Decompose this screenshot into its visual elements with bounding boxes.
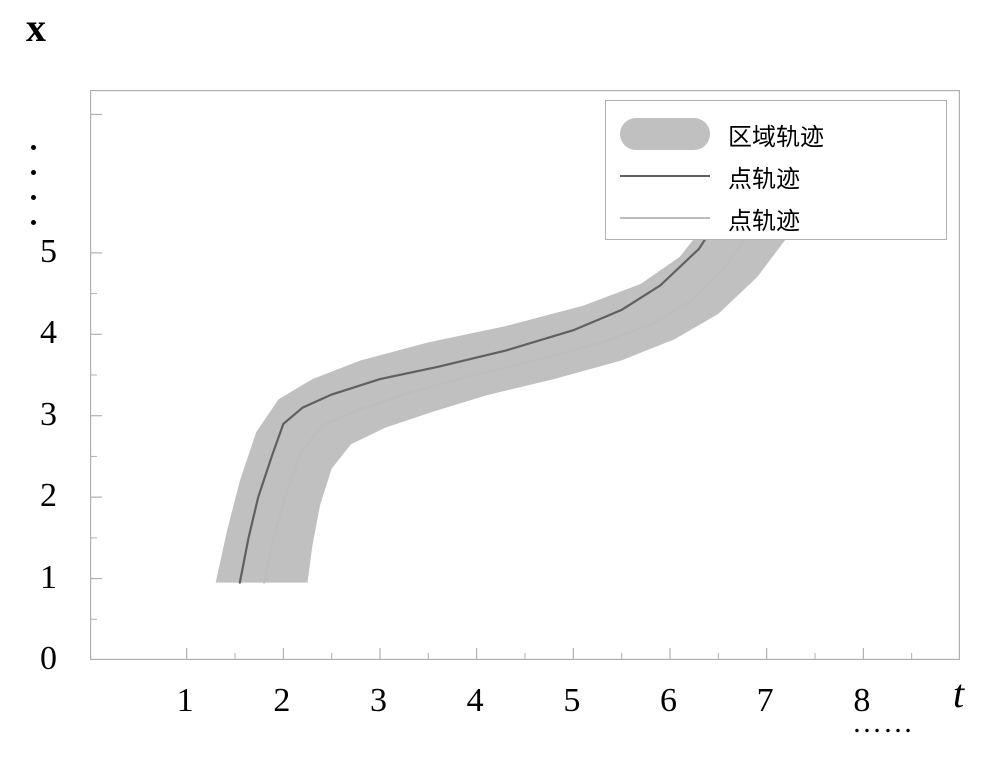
y-tick-label: 4	[40, 314, 57, 352]
legend-row: 点轨迹	[620, 197, 928, 239]
y-tick-label: 1	[40, 559, 57, 597]
legend-label: 点轨迹	[728, 159, 800, 194]
x-tick-label: 7	[757, 682, 774, 720]
y-tick-label: 3	[40, 396, 57, 434]
x-tick-label: 1	[177, 682, 194, 720]
y-tick-label: 2	[40, 477, 57, 515]
x-tick-label: 5	[563, 682, 580, 720]
legend-row: 点轨迹	[620, 155, 928, 197]
legend-line-icon	[620, 175, 710, 177]
x-tick-label: 4	[467, 682, 484, 720]
legend-label: 区域轨迹	[728, 117, 824, 152]
y-ticks	[90, 114, 102, 660]
legend-swatch	[620, 118, 710, 150]
legend-line-icon	[620, 217, 710, 219]
y-tick-label: 0	[40, 640, 57, 678]
legend: 区域轨迹点轨迹点轨迹	[605, 100, 947, 240]
x-tick-label: 8	[853, 682, 870, 720]
legend-row: 区域轨迹	[620, 113, 928, 155]
figure: x t …… 012345 12345678 区域轨迹点轨迹点轨迹	[0, 0, 1000, 781]
x-tick-label: 3	[370, 682, 387, 720]
x-tick-label: 2	[273, 682, 290, 720]
y-axis-dots	[28, 145, 38, 225]
x-tick-label: 6	[660, 682, 677, 720]
y-tick-label: 5	[40, 233, 57, 271]
legend-label: 点轨迹	[728, 201, 800, 236]
x-axis-title: t	[953, 670, 964, 717]
y-axis-title: x	[26, 4, 46, 51]
x-ticks	[187, 648, 912, 660]
